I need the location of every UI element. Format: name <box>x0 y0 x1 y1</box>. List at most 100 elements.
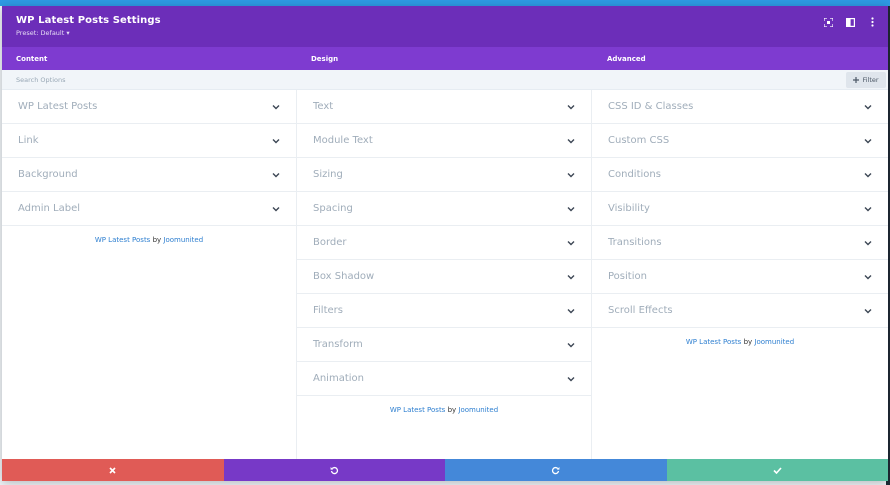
chevron-down-icon <box>864 275 872 280</box>
background-page-strip <box>0 0 890 6</box>
toggle-animation[interactable]: Animation <box>297 362 591 396</box>
design-column: Text Module Text Sizing Spacing Border B… <box>297 90 592 459</box>
expand-icon[interactable] <box>822 16 834 28</box>
chevron-down-icon <box>567 173 575 178</box>
module-credit: WP Latest Posts by Joomunited <box>592 338 888 346</box>
toggle-link[interactable]: Link <box>2 124 296 158</box>
credit-by: by <box>743 338 753 346</box>
chevron-down-icon <box>272 207 280 212</box>
product-link[interactable]: WP Latest Posts <box>685 338 742 346</box>
toggle-module-text[interactable]: Module Text <box>297 124 591 158</box>
toggle-label: Transitions <box>608 237 662 248</box>
credit-by: by <box>447 406 457 414</box>
toggle-css-id-classes[interactable]: CSS ID & Classes <box>592 90 888 124</box>
toggle-label: Conditions <box>608 169 661 180</box>
toggle-transitions[interactable]: Transitions <box>592 226 888 260</box>
toggle-label: Transform <box>313 339 363 350</box>
toggle-transform[interactable]: Transform <box>297 328 591 362</box>
toggle-wp-latest-posts[interactable]: WP Latest Posts <box>2 90 296 124</box>
toggle-filters[interactable]: Filters <box>297 294 591 328</box>
product-link[interactable]: WP Latest Posts <box>389 406 446 414</box>
modal-title: WP Latest Posts Settings <box>16 15 161 26</box>
author-link[interactable]: Joomunited <box>458 406 499 414</box>
chevron-down-icon <box>272 139 280 144</box>
chevron-down-icon <box>567 275 575 280</box>
author-link[interactable]: Joomunited <box>163 236 204 244</box>
chevron-down-icon <box>567 139 575 144</box>
author-link[interactable]: Joomunited <box>754 338 795 346</box>
toggle-label: Custom CSS <box>608 135 670 146</box>
toggle-border[interactable]: Border <box>297 226 591 260</box>
module-credit: WP Latest Posts by Joomunited <box>2 236 296 244</box>
advanced-column: CSS ID & Classes Custom CSS Conditions V… <box>592 90 888 459</box>
toggle-label: Position <box>608 271 647 282</box>
toggle-visibility[interactable]: Visibility <box>592 192 888 226</box>
chevron-down-icon <box>567 309 575 314</box>
toggle-admin-label[interactable]: Admin Label <box>2 192 296 226</box>
settings-modal: WP Latest Posts Settings Preset: Default… <box>2 6 888 481</box>
chevron-down-icon <box>864 309 872 314</box>
tab-advanced[interactable]: Advanced <box>607 55 646 63</box>
chevron-down-icon <box>864 139 872 144</box>
chevron-down-icon <box>272 173 280 178</box>
toggle-position[interactable]: Position <box>592 260 888 294</box>
toggle-conditions[interactable]: Conditions <box>592 158 888 192</box>
chevron-down-icon <box>567 105 575 110</box>
module-credit: WP Latest Posts by Joomunited <box>297 406 591 414</box>
toggle-label: Sizing <box>313 169 343 180</box>
settings-columns: WP Latest Posts Link Background Admin La… <box>2 90 888 459</box>
toggle-sizing[interactable]: Sizing <box>297 158 591 192</box>
undo-icon <box>330 466 338 474</box>
chevron-down-icon <box>272 105 280 110</box>
toggle-label: Admin Label <box>18 203 81 214</box>
close-icon <box>109 466 116 474</box>
chevron-down-icon <box>864 105 872 110</box>
content-column: WP Latest Posts Link Background Admin La… <box>2 90 297 459</box>
tab-design[interactable]: Design <box>311 55 339 63</box>
search-bar: Filter <box>2 70 888 90</box>
tab-content[interactable]: Content <box>16 55 48 63</box>
toggle-box-shadow[interactable]: Box Shadow <box>297 260 591 294</box>
plus-icon <box>853 77 860 83</box>
undo-button[interactable] <box>223 459 445 481</box>
credit-by: by <box>152 236 162 244</box>
toggle-label: Scroll Effects <box>608 305 673 316</box>
toggle-scroll-effects[interactable]: Scroll Effects <box>592 294 888 328</box>
save-button[interactable] <box>666 459 888 481</box>
more-options-icon[interactable] <box>866 16 878 28</box>
toggle-label: Border <box>313 237 347 248</box>
redo-button[interactable] <box>445 459 667 481</box>
toggle-label: Box Shadow <box>313 271 375 282</box>
preset-selector[interactable]: Preset: Default ▾ <box>16 29 70 37</box>
redo-icon <box>552 466 560 474</box>
search-input[interactable] <box>16 73 716 87</box>
tab-bar: Content Design Advanced <box>2 47 888 70</box>
toggle-text[interactable]: Text <box>297 90 591 124</box>
modal-footer <box>2 459 888 481</box>
toggle-background[interactable]: Background <box>2 158 296 192</box>
toggle-label: CSS ID & Classes <box>608 101 694 112</box>
filter-button[interactable]: Filter <box>846 72 886 88</box>
toggle-spacing[interactable]: Spacing <box>297 192 591 226</box>
checkmark-icon <box>773 466 782 474</box>
chevron-down-icon <box>567 343 575 348</box>
toggle-label: Visibility <box>608 203 650 214</box>
discard-button[interactable] <box>2 459 224 481</box>
chevron-down-icon <box>864 207 872 212</box>
split-view-icon[interactable] <box>844 16 856 28</box>
filter-label: Filter <box>862 76 879 84</box>
chevron-down-icon <box>567 241 575 246</box>
toggle-label: Spacing <box>313 203 353 214</box>
product-link[interactable]: WP Latest Posts <box>94 236 151 244</box>
toggle-label: Module Text <box>313 135 373 146</box>
modal-header: WP Latest Posts Settings Preset: Default… <box>2 6 888 47</box>
toggle-label: Link <box>18 135 39 146</box>
toggle-custom-css[interactable]: Custom CSS <box>592 124 888 158</box>
toggle-label: Filters <box>313 305 343 316</box>
toggle-label: Text <box>313 101 334 112</box>
header-icons <box>822 16 878 28</box>
chevron-down-icon <box>864 173 872 178</box>
toggle-label: Animation <box>313 373 364 384</box>
chevron-down-icon <box>864 241 872 246</box>
toggle-label: Background <box>18 169 78 180</box>
